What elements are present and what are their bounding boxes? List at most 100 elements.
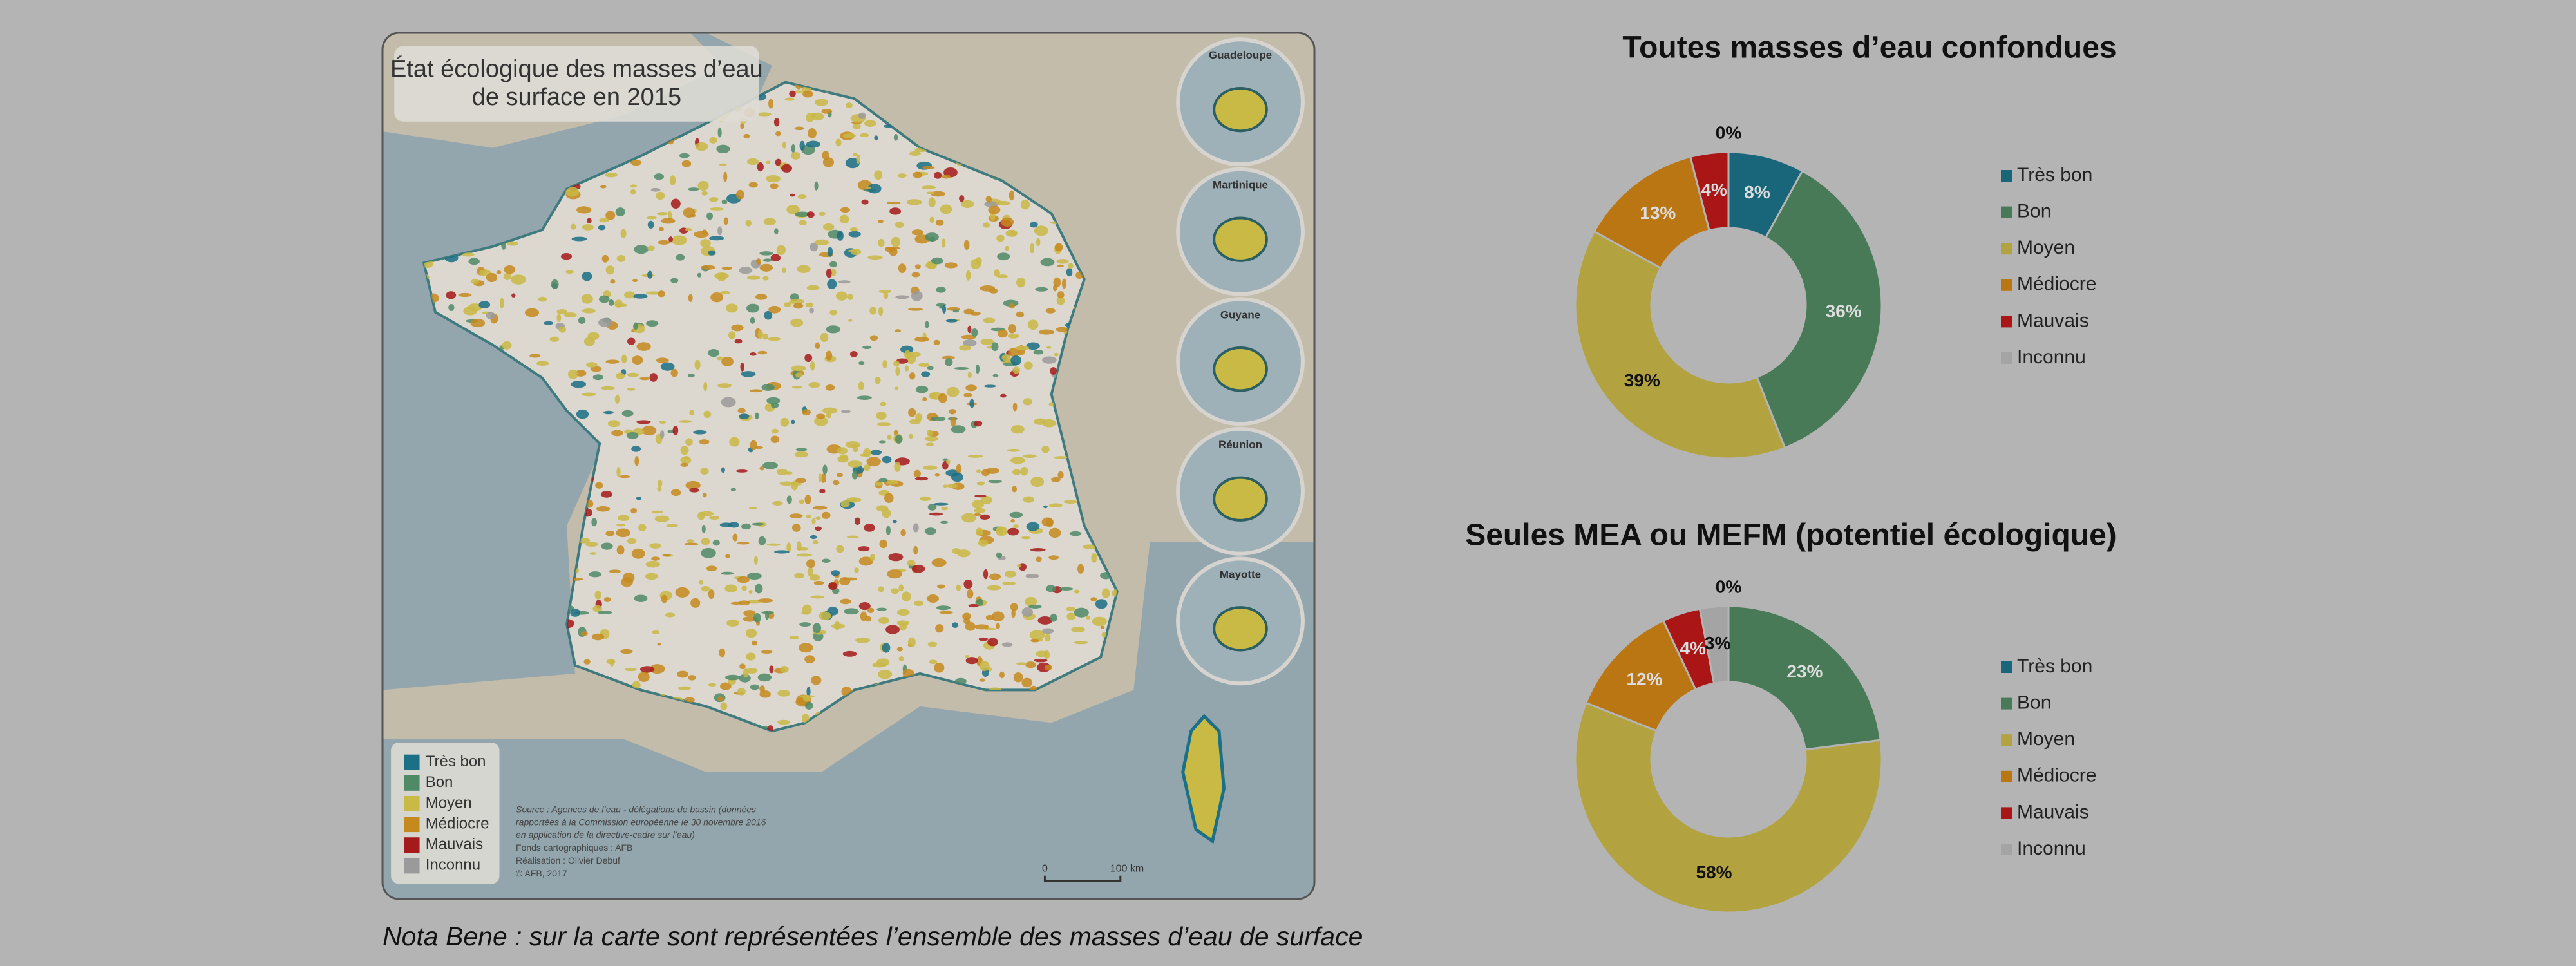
water-patch [795, 478, 807, 484]
water-patch [1002, 582, 1016, 585]
water-patch [983, 317, 996, 323]
donut-slice [1574, 701, 1883, 914]
water-patch [761, 611, 775, 614]
water-patch [634, 456, 639, 466]
water-patch [795, 372, 803, 378]
water-patch [804, 354, 813, 363]
map-source: en application de la directive-cadre sur… [516, 829, 695, 840]
water-patch [586, 361, 598, 368]
legend-swatch [2001, 352, 2012, 364]
water-patch [902, 591, 911, 602]
water-patch [794, 126, 804, 131]
water-patch [1005, 245, 1009, 251]
water-patch [1015, 346, 1030, 350]
water-patch [963, 240, 970, 251]
water-patch [1009, 511, 1023, 518]
water-patch [984, 201, 999, 207]
water-patch [746, 303, 760, 313]
water-patch [755, 412, 759, 420]
water-patch [837, 447, 848, 455]
water-patch [672, 235, 687, 245]
water-patch [791, 365, 806, 372]
water-patch [945, 358, 953, 366]
water-patch [589, 571, 602, 578]
water-patch [701, 537, 710, 545]
water-patch [726, 303, 738, 313]
water-patch [717, 696, 723, 702]
water-patch [936, 584, 945, 589]
water-patch [849, 350, 858, 357]
water-patch [786, 542, 791, 553]
water-patch [558, 326, 567, 333]
water-patch [709, 207, 724, 211]
water-patch [882, 455, 892, 464]
water-patch [772, 500, 783, 506]
water-patch [685, 227, 692, 231]
water-patch [983, 569, 989, 580]
water-patch [658, 227, 664, 231]
donut-slice [1689, 151, 1730, 232]
water-patch [647, 270, 653, 279]
data-label: 23% [1786, 661, 1823, 681]
water-patch [781, 164, 793, 173]
water-patch [1009, 190, 1015, 201]
water-patch [1011, 609, 1016, 618]
water-patch [1022, 454, 1037, 459]
water-patch [1010, 518, 1015, 523]
water-patch [807, 567, 813, 577]
water-patch [591, 518, 598, 527]
water-patch [799, 643, 813, 653]
water-patch [1030, 477, 1045, 488]
water-patch [979, 678, 986, 682]
water-patch [1034, 658, 1048, 663]
water-patch [695, 142, 708, 151]
water-patch [666, 524, 679, 527]
water-patch [567, 369, 579, 379]
legend-label: Bon [2017, 201, 2051, 222]
water-patch [701, 191, 708, 196]
water-patch [747, 275, 761, 280]
water-patch [741, 523, 752, 530]
water-patch [810, 361, 815, 371]
water-patch [750, 684, 760, 690]
water-patch [740, 363, 744, 372]
water-patch [1053, 456, 1068, 459]
water-patch [752, 640, 757, 646]
water-patch [1100, 625, 1105, 629]
water-patch [789, 513, 803, 518]
water-patch [616, 528, 630, 538]
water-patch [985, 196, 992, 203]
water-patch [874, 170, 883, 180]
water-patch [870, 450, 882, 455]
water-patch [851, 248, 862, 256]
water-patch [1069, 531, 1082, 536]
water-patch [888, 553, 904, 562]
water-patch [921, 371, 931, 377]
map-source: Source : Agences de l’eau - délégations … [516, 804, 756, 814]
water-patch [633, 294, 648, 299]
water-patch [1010, 355, 1022, 366]
water-patch [974, 494, 987, 498]
water-patch [685, 438, 693, 446]
water-patch [667, 211, 672, 220]
map-scale-label: 0 [1042, 864, 1048, 875]
water-patch [631, 548, 645, 559]
water-patch [872, 662, 887, 668]
water-patch [1016, 662, 1027, 665]
water-patch [770, 435, 780, 443]
water-patch [1101, 632, 1106, 638]
water-patch [914, 264, 921, 269]
water-patch [776, 468, 788, 475]
water-patch [961, 200, 974, 208]
water-patch [913, 545, 918, 555]
water-patch [898, 584, 904, 592]
water-patch [848, 319, 853, 322]
water-patch [1021, 607, 1034, 617]
data-label: 4% [1680, 638, 1706, 658]
water-patch [719, 163, 727, 166]
water-patch [632, 279, 638, 283]
water-patch [967, 325, 972, 334]
water-patch [1026, 522, 1040, 531]
water-patch [646, 291, 661, 295]
